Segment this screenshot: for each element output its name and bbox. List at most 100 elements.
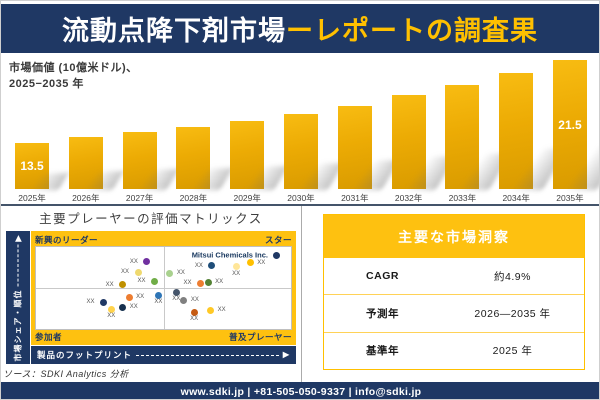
scatter-dot-label: XX [194,262,203,269]
scatter-dot [134,268,142,276]
page-title-main: 流動点降下剤市場 [62,16,286,46]
scatter-dot-label: XX [190,316,199,323]
scatter-dot [125,293,133,301]
bar-chart: 13.5 21.5 [1,58,599,189]
insights-row: CAGR 約4.9% [324,258,584,294]
scatter-dot-label: XX [86,299,95,306]
quadrant-label-participants: 参加者 [35,331,63,342]
scatter-dot [180,296,188,304]
x-axis-tick: 2027年 [125,193,154,203]
x-axis-tick: 2025年 [18,193,46,203]
bar-2035年: 21.5 [552,60,587,189]
source-note: ソース：SDKI Analytics 分析 [3,369,129,379]
bar-column [491,58,541,189]
bar-column [61,58,111,189]
matrix-plot: XX XX XX XX Mitsui Chemicals Inc. XX XX XX XX XX X… [35,246,292,330]
scatter-dot [190,308,198,316]
x-axis-tick: 2026年 [72,193,100,203]
matrix-bottom-labels: 参加者 普及プレーヤー [35,330,292,343]
x-axis-tick: 2032年 [394,193,423,203]
scatter-dot-label: XX [183,280,192,287]
x-axis-dashed-line [136,354,279,356]
insights-row: 予測年 2026—2035 年 [324,294,584,331]
bar-2026年 [68,137,103,189]
market-value-chart-section: 市場価値 (10億米ドル)、 2025−2035 年 13.5 21.5 2025… [1,53,599,204]
scatter-dot-label: XX [137,278,146,285]
insights-row: 基準年 2025 年 [324,331,584,369]
bar-2033年 [445,85,480,189]
page-title-accent: ーレポートの調査果 [286,16,538,46]
scatter-dot-label: XX [107,313,116,320]
x-axis-tick: 2028年 [179,193,208,203]
scatter-dot-label: Mitsui Chemicals Inc. [191,250,268,260]
scatter-dot [232,263,240,271]
scatter-dot-label: XX [215,279,224,286]
scatter-dot-label: XX [129,304,138,311]
insights-table-header: 主要な市場洞察 [324,215,584,258]
bar-value-label: 13.5 [20,159,44,173]
scatter-dot-label: XX [136,294,145,301]
matrix-x-axis-label: 製品のフットプリント [37,350,133,360]
scatter-dot-label: XX [154,299,163,306]
insights-row-label: 基準年 [366,345,399,358]
bar-value-label: 21.5 [558,117,582,132]
scatter-dot-label: XX [105,281,114,288]
scatter-dot-label: XX [232,270,241,277]
bar-2034年 [499,73,534,189]
scatter-dot [119,281,127,289]
scatter-dot [154,291,162,299]
x-axis-tick: 2035年 [556,193,584,203]
scatter-dot [208,262,216,270]
quadrant-label-emerging-leaders: 新興のリーダー [35,234,99,245]
scatter-dot [151,277,159,285]
matrix-panel: 新興のリーダー スター XX XX XX XX Mitsui Chemicals Inc… [31,231,296,345]
scatter-dot [119,303,127,311]
bar-column [115,58,165,189]
y-axis-arrow-icon: ▶ [13,234,22,242]
scatter-dot-label: XX [217,307,226,314]
scatter-dot [166,269,174,277]
x-axis-ticks: 2025年 2026年 2027年 2028年 2029年 2030年 2031年 2032年… [1,189,599,204]
footer-contact-bar: www.sdki.jp | +81-505-050-9337 | info@sd… [1,382,599,399]
insights-row-label: CAGR [366,270,399,283]
x-axis-tick: 2033年 [448,193,477,203]
quadrant-label-star: スター [264,234,292,245]
scatter-dot-label: XX [172,296,181,303]
bar-column [437,58,487,189]
scatter-dot [273,251,281,259]
x-axis-tick: 2029年 [233,193,261,203]
bar-2031年 [337,106,372,189]
bar-2028年 [176,127,211,189]
insights-row-value: 約4.9% [494,270,531,283]
bar-column [384,58,434,189]
scatter-dot [196,279,204,287]
bar-column: 21.5 [545,58,595,189]
quadrant-label-pervasive-players: 普及プレーヤー [228,331,292,342]
scatter-dot-label: XX [257,259,266,266]
bar-2029年 [230,121,265,189]
matrix-title: 主要プレーヤーの評価マトリックス [39,212,263,226]
scatter-dot [107,305,115,313]
insights-table-body: CAGR 約4.9% 予測年 2026—2035 年基準年 2025 年 [324,258,584,369]
x-axis-arrow-icon: ▶ [282,350,290,359]
scatter-dot [172,288,180,296]
chart-subtitle-line1: 市場価値 (10億米ドル)、 [9,62,138,74]
matrix-y-axis-strip: 市場シェア・順位 ▶ [6,231,30,364]
bar-2027年 [122,132,157,189]
bar-column [330,58,380,189]
scatter-dot [204,278,212,286]
bar-column [222,58,272,189]
market-insights-table: 主要な市場洞察 CAGR 約4.9% 予測年 2026—2035 年基準年 2025 年 [323,214,585,370]
x-axis-tick: 2031年 [341,193,369,203]
scatter-dot-label: XX [129,258,138,265]
matrix-x-axis-strip: 製品のフットプリント ▶ [31,346,296,364]
scatter-dot [143,258,151,266]
bar-column [276,58,326,189]
chart-subtitle: 市場価値 (10億米ドル)、 2025−2035 年 [9,61,138,93]
x-axis-tick: 2030年 [287,193,315,203]
insights-row-label: 予測年 [366,307,399,320]
scatter-dot-label: XX [176,270,185,277]
x-axis-tick: 2034年 [502,193,530,203]
matrix-y-axis-label: 市場シェア・順位 [13,289,23,361]
